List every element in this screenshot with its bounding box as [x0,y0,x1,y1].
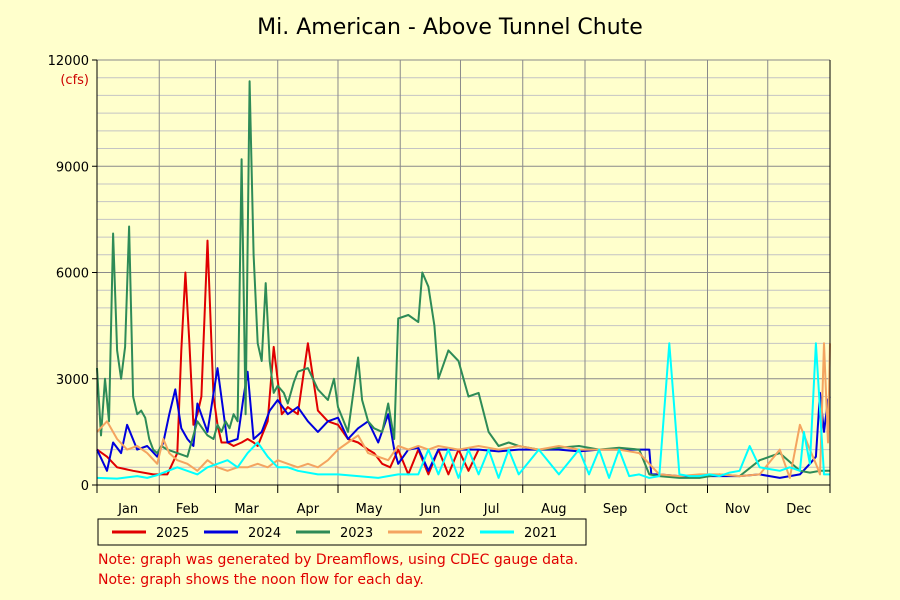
note-text: Note: graph was generated by Dreamflows,… [98,552,578,568]
month-label: Apr [297,502,320,517]
legend: 2025 2024 2023 2022 2021 [97,518,587,546]
month-label: Sep [603,502,628,517]
legend-label-2025: 2025 [156,526,189,541]
y-tick-label: 6000 [56,267,89,282]
month-label: Jan [117,502,138,517]
y-tick-label: 12000 [48,54,89,69]
series-line-2021 [96,342,830,480]
legend-label-2024: 2024 [248,526,281,541]
legend-box [97,518,587,546]
notes: Note: graph was generated by Dreamflows,… [98,552,578,588]
legend-label-2021: 2021 [524,526,557,541]
series-lines [96,80,831,480]
y-tick-label: 0 [81,479,89,494]
y-unit-label: (cfs) [60,73,89,88]
month-label: May [356,502,383,517]
month-label: Mar [234,502,259,517]
month-label: Jun [419,502,440,517]
y-tick-label: 3000 [56,373,89,388]
legend-label-2023: 2023 [340,526,373,541]
axes: 0 3000 6000 9000 12000 Jan Feb Mar Apr May Jun Jul A… [48,54,831,517]
month-label: Nov [725,502,751,517]
legend-label-2022: 2022 [432,526,465,541]
series-line-2023 [96,80,830,479]
month-label: Aug [541,502,566,517]
y-tick-label: 9000 [56,160,89,175]
month-label: Oct [665,502,687,517]
month-label: Jul [483,502,500,517]
month-label: Feb [176,502,199,517]
note-text: Note: graph shows the noon flow for each… [98,572,424,588]
series-line-2022 [96,342,831,479]
month-label: Dec [786,502,811,517]
chart-title: Mi. American - Above Tunnel Chute [257,15,643,40]
